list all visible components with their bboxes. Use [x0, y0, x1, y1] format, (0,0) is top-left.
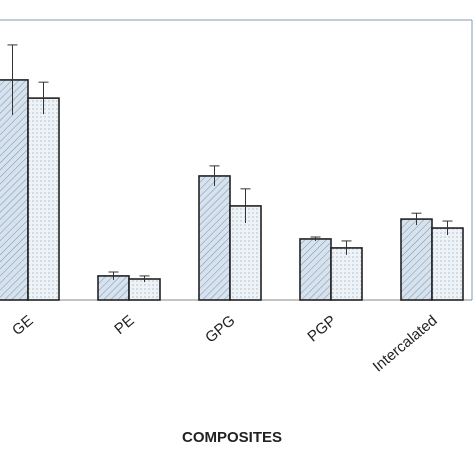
bar-texture: [128, 278, 161, 301]
x-tick-label: GE: [9, 312, 37, 339]
x-axis-title: COMPOSITES: [182, 429, 282, 446]
bar-texture: [27, 97, 60, 301]
bar-texture: [198, 175, 231, 301]
bar-texture: [97, 275, 130, 301]
bar-texture: [0, 79, 29, 301]
x-tick-label: GPG: [202, 312, 238, 346]
x-tick-label: PE: [111, 312, 137, 338]
x-tick-label: Intercalated: [370, 312, 441, 375]
bar-texture: [400, 218, 433, 301]
bar-texture: [330, 247, 363, 301]
bar-texture: [299, 238, 332, 301]
x-tick-label: PGP: [304, 312, 339, 345]
bar-texture: [431, 227, 464, 301]
